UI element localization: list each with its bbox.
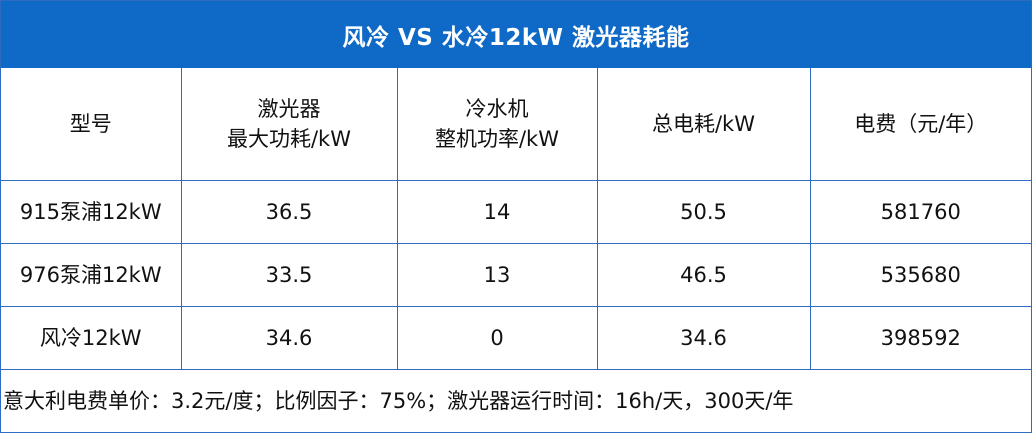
header-total-power: 总电耗/kW xyxy=(596,68,811,181)
cell-electricity-cost: 398592 xyxy=(809,306,1031,370)
cell-total-power: 34.6 xyxy=(596,306,811,370)
header-model: 型号 xyxy=(1,68,182,181)
cell-model: 976泵浦12kW xyxy=(1,243,182,307)
table-title: 风冷 VS 水冷12kW 激光器耗能 xyxy=(1,1,1031,68)
cell-laser-power: 33.5 xyxy=(180,243,398,307)
cell-chiller-power: 14 xyxy=(396,180,598,244)
table-row: 915泵浦12kW 36.5 14 50.5 581760 xyxy=(1,180,1031,244)
cell-electricity-cost: 535680 xyxy=(809,243,1031,307)
cell-laser-power: 36.5 xyxy=(180,180,398,244)
footnote: 意大利电费单价：3.2元/度；比例因子：75%；激光器运行时间：16h/天，30… xyxy=(3,389,794,413)
cell-total-power: 46.5 xyxy=(596,243,811,307)
table-row: 976泵浦12kW 33.5 13 46.5 535680 xyxy=(1,243,1031,307)
cell-electricity-cost: 581760 xyxy=(809,180,1031,244)
cell-model: 风冷12kW xyxy=(1,306,182,370)
energy-comparison-table: 型号 激光器 最大功耗/kW 冷水机 整机功率/kW 总电耗/kW 电费（元/年… xyxy=(1,68,1031,370)
cell-laser-power: 34.6 xyxy=(180,306,398,370)
table-row: 风冷12kW 34.6 0 34.6 398592 xyxy=(1,306,1031,370)
cell-chiller-power: 13 xyxy=(396,243,598,307)
table-header-row: 型号 激光器 最大功耗/kW 冷水机 整机功率/kW 总电耗/kW 电费（元/年… xyxy=(1,68,1031,181)
cell-chiller-power: 0 xyxy=(396,306,598,370)
header-laser-max-power: 激光器 最大功耗/kW xyxy=(180,68,398,181)
header-chiller-power: 冷水机 整机功率/kW xyxy=(396,68,598,181)
cell-model: 915泵浦12kW xyxy=(1,180,182,244)
cell-total-power: 50.5 xyxy=(596,180,811,244)
header-electricity-cost: 电费（元/年） xyxy=(809,68,1031,181)
